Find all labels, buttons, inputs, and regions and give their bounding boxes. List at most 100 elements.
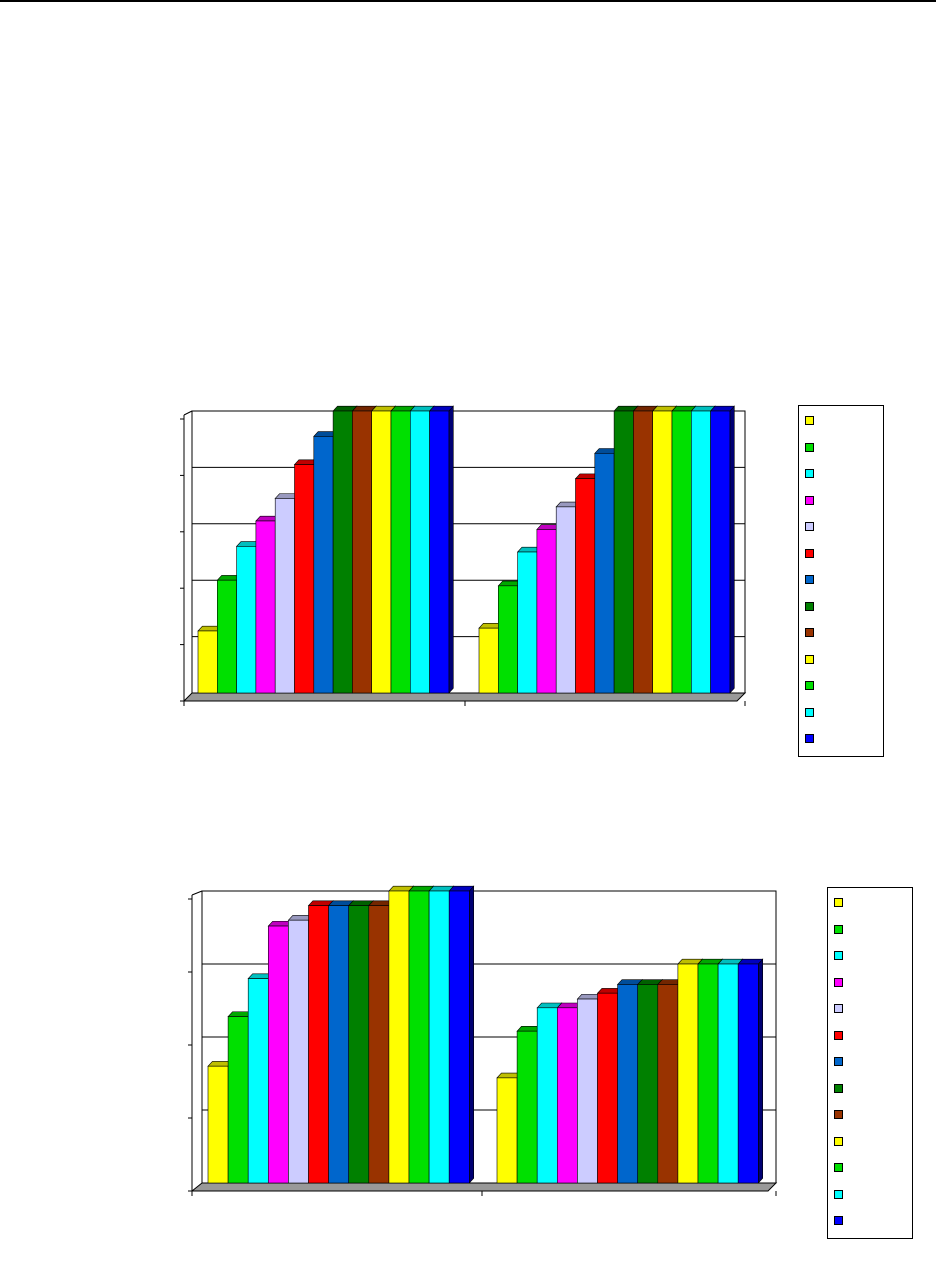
chart-2 xyxy=(188,885,778,1196)
legend-item xyxy=(828,976,912,990)
bar-front xyxy=(207,1065,229,1184)
legend-item xyxy=(828,1082,912,1096)
y-axis-depth xyxy=(191,890,203,896)
bar-front xyxy=(577,998,598,1184)
bar-front xyxy=(496,1077,518,1184)
legend-swatch xyxy=(805,522,814,531)
bar-front xyxy=(348,905,370,1184)
bar-front xyxy=(267,925,289,1184)
bar-front xyxy=(710,410,731,694)
bar-front xyxy=(371,410,392,694)
bar-front xyxy=(388,890,410,1184)
legend-swatch xyxy=(805,469,814,478)
legend-item xyxy=(828,1055,912,1069)
legend-item xyxy=(828,1135,912,1149)
chart-floor xyxy=(182,692,747,702)
bar-side xyxy=(448,405,454,694)
bar-front xyxy=(255,520,276,694)
bar-front xyxy=(288,919,309,1184)
legend-swatch xyxy=(834,1216,843,1225)
bar-front xyxy=(478,627,499,694)
legend-swatch xyxy=(834,1004,843,1013)
bar-front xyxy=(408,890,430,1184)
bar-front xyxy=(737,963,759,1184)
chart-floor xyxy=(190,1182,778,1192)
legend-item xyxy=(799,547,883,561)
bar-top xyxy=(709,405,735,412)
bar-front xyxy=(575,478,596,694)
bar-front xyxy=(390,410,411,694)
bar-front xyxy=(657,984,679,1184)
bar xyxy=(428,405,454,694)
legend-item xyxy=(828,949,912,963)
bar-front xyxy=(247,978,269,1184)
legend-item xyxy=(828,1161,912,1175)
legend-swatch xyxy=(805,442,814,452)
bar-front xyxy=(536,529,557,694)
legend-item xyxy=(799,467,883,481)
legend-item xyxy=(828,1029,912,1043)
bar-front xyxy=(274,498,295,694)
legend-item xyxy=(799,414,883,428)
bar-front xyxy=(617,984,638,1184)
bar-front xyxy=(497,585,518,694)
bar-front xyxy=(717,963,739,1184)
legend-swatch xyxy=(834,977,843,987)
bar-front xyxy=(677,963,699,1184)
legend-item xyxy=(799,441,883,455)
legend-swatch xyxy=(834,1110,843,1119)
bar-front xyxy=(197,630,218,694)
legend-item xyxy=(828,1214,912,1228)
legend-swatch xyxy=(834,1136,843,1146)
bar-side xyxy=(468,885,475,1184)
bar-front xyxy=(633,410,654,694)
bar-top xyxy=(428,405,454,412)
legend-swatch xyxy=(805,495,814,505)
legend-swatch xyxy=(834,1057,843,1066)
bar xyxy=(448,885,475,1184)
legend-swatch xyxy=(805,548,814,558)
bar-front xyxy=(217,579,237,694)
bar-front xyxy=(556,1007,578,1184)
legend-swatch xyxy=(834,1083,843,1093)
bar-side xyxy=(757,958,764,1184)
bar-front xyxy=(368,905,390,1184)
legend-swatch xyxy=(805,416,814,425)
bar-front xyxy=(690,410,711,694)
bar-front xyxy=(428,890,450,1184)
legend-swatch xyxy=(805,654,814,664)
bar xyxy=(709,405,735,694)
bar-front xyxy=(294,464,315,694)
bar-front xyxy=(536,1007,558,1184)
bar-front xyxy=(613,410,634,694)
legend-item xyxy=(799,494,883,508)
legend-item xyxy=(799,520,883,534)
legend-item xyxy=(799,600,883,614)
bar-side xyxy=(729,405,735,694)
bar-top xyxy=(737,958,764,965)
bar-front xyxy=(594,452,615,694)
bar xyxy=(737,958,764,1184)
bar-front xyxy=(517,551,538,694)
bar-front xyxy=(332,410,353,694)
bar-front xyxy=(516,1030,538,1184)
bar-front xyxy=(429,410,450,694)
bar-front xyxy=(597,992,618,1184)
bar-front xyxy=(652,410,673,694)
legend-item xyxy=(828,896,912,910)
legend-item xyxy=(828,1188,912,1202)
legend-item xyxy=(799,706,883,720)
legend-swatch xyxy=(805,734,814,743)
legend-item xyxy=(828,1002,912,1016)
legend-swatch xyxy=(805,575,814,584)
legend-swatch xyxy=(834,924,843,934)
bar-front xyxy=(236,546,257,694)
legend-swatch xyxy=(834,1189,843,1199)
bar-front xyxy=(448,890,470,1184)
bar-front xyxy=(409,410,430,694)
legend-item xyxy=(799,573,883,587)
bar-front xyxy=(637,984,659,1184)
legend-swatch xyxy=(834,1030,843,1040)
chart-1 xyxy=(180,405,747,706)
legend-item xyxy=(799,653,883,667)
